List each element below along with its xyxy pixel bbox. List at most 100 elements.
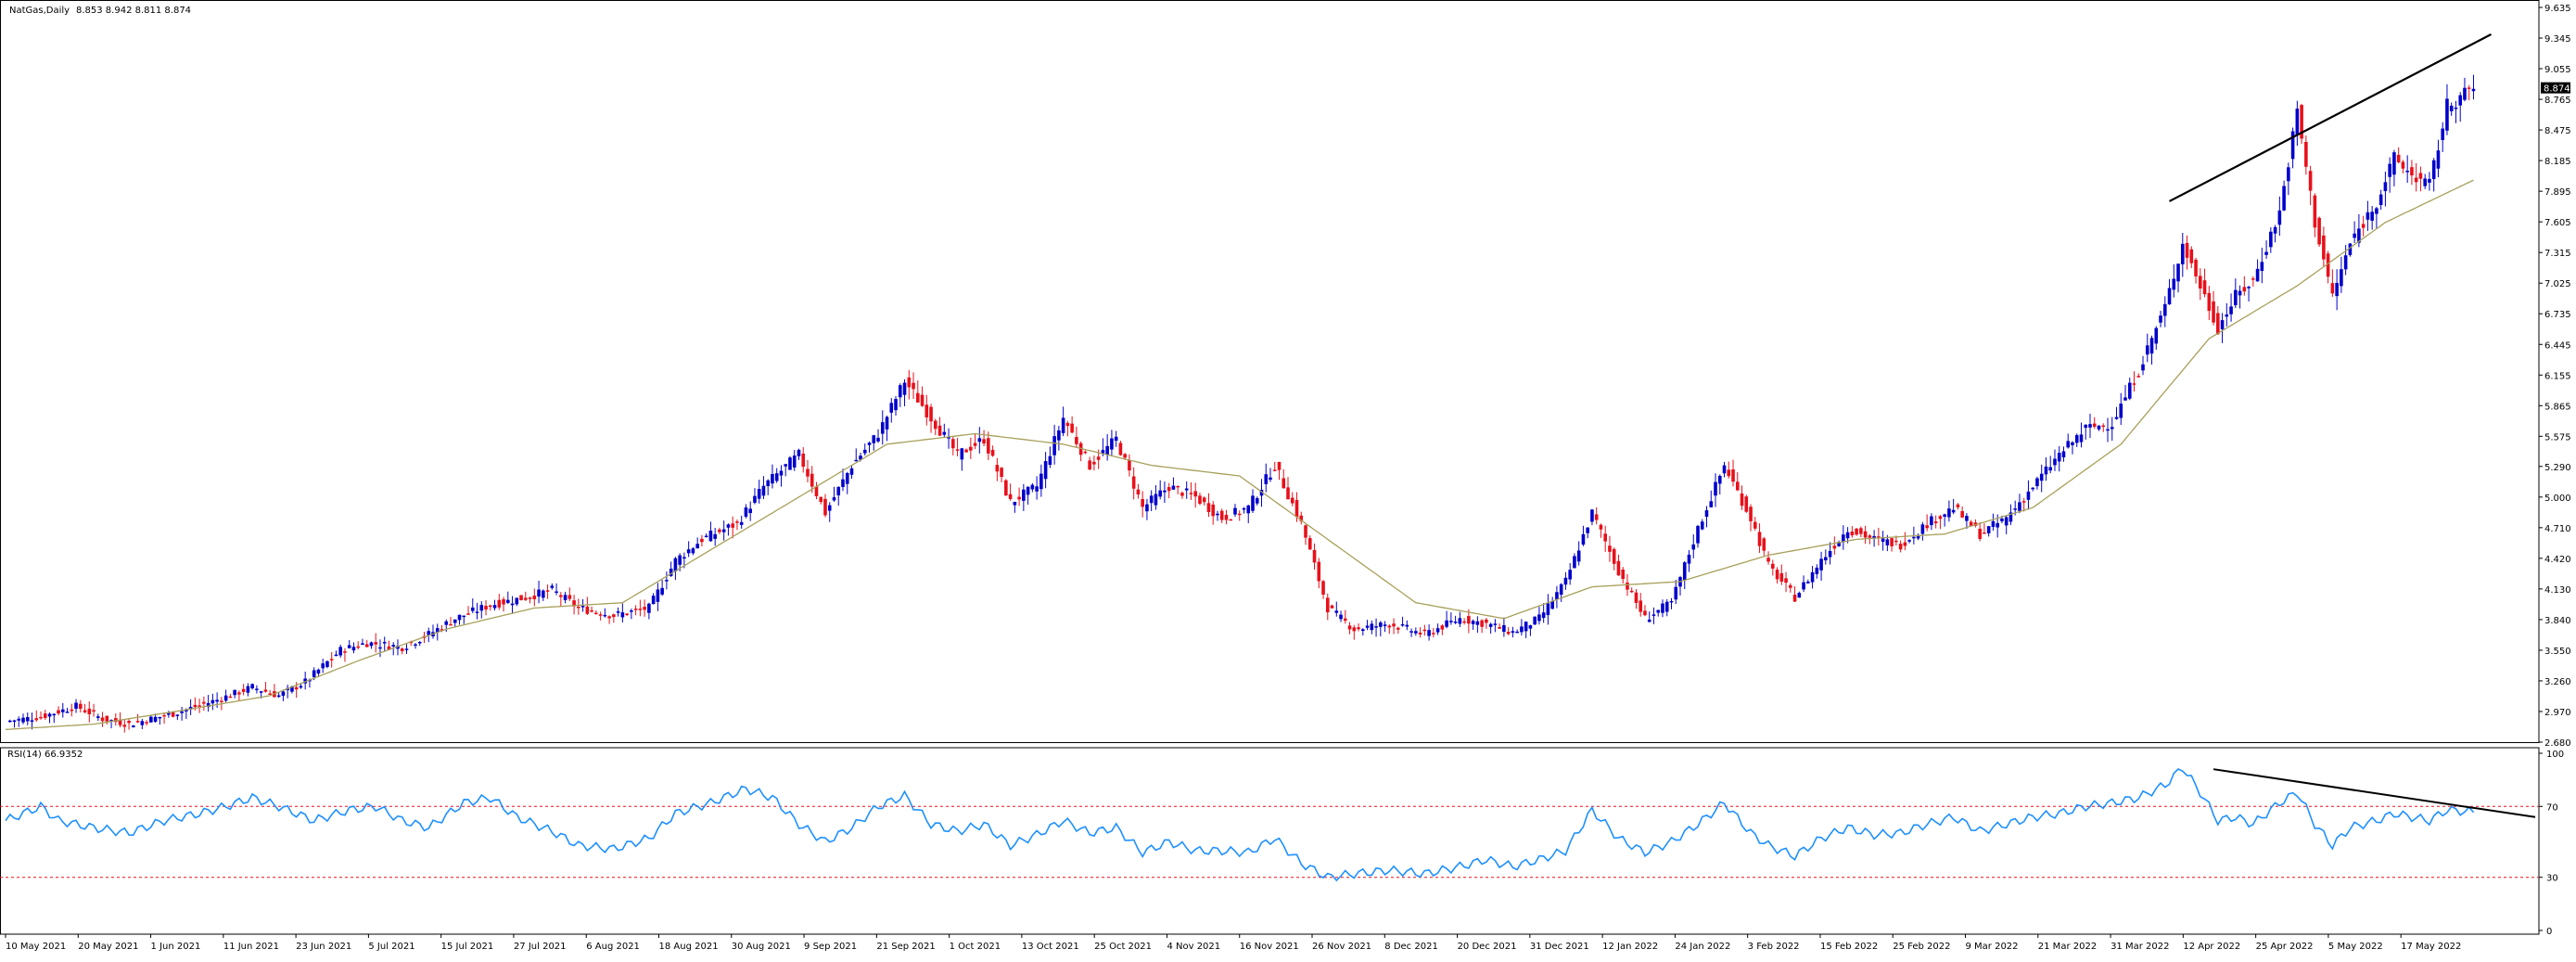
- candle-body: [854, 459, 859, 462]
- candle-body: [479, 605, 484, 611]
- candle: [1943, 513, 1946, 527]
- candle: [2300, 103, 2303, 145]
- candle-body: [1154, 494, 1158, 506]
- candle-body: [167, 712, 171, 715]
- candle-body: [1872, 535, 1876, 539]
- candle: [1167, 482, 1171, 499]
- candle-body: [656, 589, 660, 602]
- candle-body: [1925, 525, 1929, 529]
- candle-body: [2405, 170, 2409, 173]
- candle: [1030, 482, 1035, 493]
- candle-body: [2322, 235, 2326, 260]
- candle-body: [1983, 532, 1986, 534]
- candle: [718, 527, 721, 534]
- candle-body: [660, 587, 664, 595]
- candle-body: [2449, 105, 2454, 111]
- candle: [268, 689, 272, 695]
- candle-body: [810, 473, 814, 487]
- candle-body: [1806, 582, 1810, 584]
- candle: [2463, 77, 2467, 102]
- candle-body: [510, 603, 515, 606]
- candle-body: [2225, 314, 2229, 317]
- candle-body: [435, 628, 440, 633]
- candle: [510, 596, 515, 614]
- candle: [2401, 160, 2405, 173]
- candle: [2220, 313, 2225, 343]
- candle: [1576, 541, 1581, 566]
- candle-body: [427, 631, 431, 635]
- candle-body: [889, 403, 894, 413]
- candle-body: [1717, 475, 1722, 484]
- candle: [2361, 215, 2366, 237]
- candle: [1251, 489, 1255, 513]
- price-y-tick-label: 3.550: [2544, 647, 2571, 657]
- price-y-tick-label: 5.000: [2544, 494, 2571, 504]
- candle-body: [1312, 549, 1317, 563]
- candle: [612, 613, 616, 623]
- candle: [1206, 493, 1211, 518]
- candle-body: [1370, 623, 1374, 631]
- candle: [2079, 422, 2084, 448]
- candle: [1991, 513, 1996, 532]
- candle-body: [1304, 525, 1307, 538]
- candle-body: [977, 438, 982, 443]
- candle: [364, 639, 369, 648]
- candle-body: [1136, 489, 1141, 494]
- candle-body: [585, 606, 590, 614]
- candle-body: [396, 646, 400, 649]
- candle-body: [158, 716, 162, 719]
- candle-body: [1145, 504, 1149, 512]
- x-tick-label: 30 Aug 2021: [732, 942, 791, 952]
- candle: [70, 703, 74, 717]
- candle-body: [2418, 173, 2423, 179]
- x-tick-label: 1 Jun 2021: [151, 942, 201, 952]
- candle-body: [193, 704, 198, 708]
- candle: [630, 609, 633, 620]
- price-y-tick-label: 6.735: [2544, 310, 2571, 320]
- candle-body: [220, 700, 223, 702]
- candle: [2159, 311, 2162, 327]
- candle: [1330, 604, 1334, 609]
- candle: [1453, 615, 1458, 624]
- candle-body: [1828, 550, 1832, 558]
- price-y-tick-label: 5.865: [2544, 402, 2571, 412]
- candle-body: [1855, 528, 1858, 535]
- candle: [739, 515, 744, 529]
- candle-body: [466, 613, 470, 615]
- candle: [801, 447, 806, 473]
- rsi-y-tick-label: 100: [2546, 750, 2564, 760]
- candle: [797, 448, 801, 460]
- candle-body: [1546, 603, 1550, 616]
- candle: [1118, 441, 1123, 456]
- candle: [572, 595, 576, 615]
- candle: [1797, 591, 1802, 598]
- panel-labels: NatGas,Daily 8.853 8.942 8.811 8.874 RSI…: [7, 6, 191, 760]
- candle-body: [2000, 519, 2004, 521]
- candle: [1832, 536, 1837, 555]
- candle-body: [1920, 524, 1925, 534]
- candle: [686, 541, 691, 558]
- candle: [1511, 626, 1515, 638]
- candle-body: [708, 531, 713, 542]
- candle-body: [449, 623, 453, 626]
- candle-body: [1859, 528, 1863, 534]
- candle-body: [276, 695, 281, 698]
- candle: [387, 640, 391, 650]
- candle-body: [417, 641, 422, 644]
- candle-body: [1458, 618, 1462, 624]
- candle-body: [1269, 477, 1272, 481]
- candle: [2255, 259, 2260, 282]
- candle-body: [2383, 182, 2388, 192]
- candle-body: [1392, 623, 1396, 627]
- candle: [603, 608, 607, 618]
- candle-body: [2202, 280, 2207, 295]
- candle: [1709, 490, 1714, 507]
- candle: [915, 380, 920, 404]
- candle: [1520, 619, 1524, 635]
- candle-body: [312, 670, 316, 677]
- candle: [559, 592, 563, 607]
- candle: [1083, 450, 1088, 455]
- candle: [889, 398, 894, 423]
- candle-body: [1282, 478, 1286, 489]
- candle: [1727, 461, 1731, 479]
